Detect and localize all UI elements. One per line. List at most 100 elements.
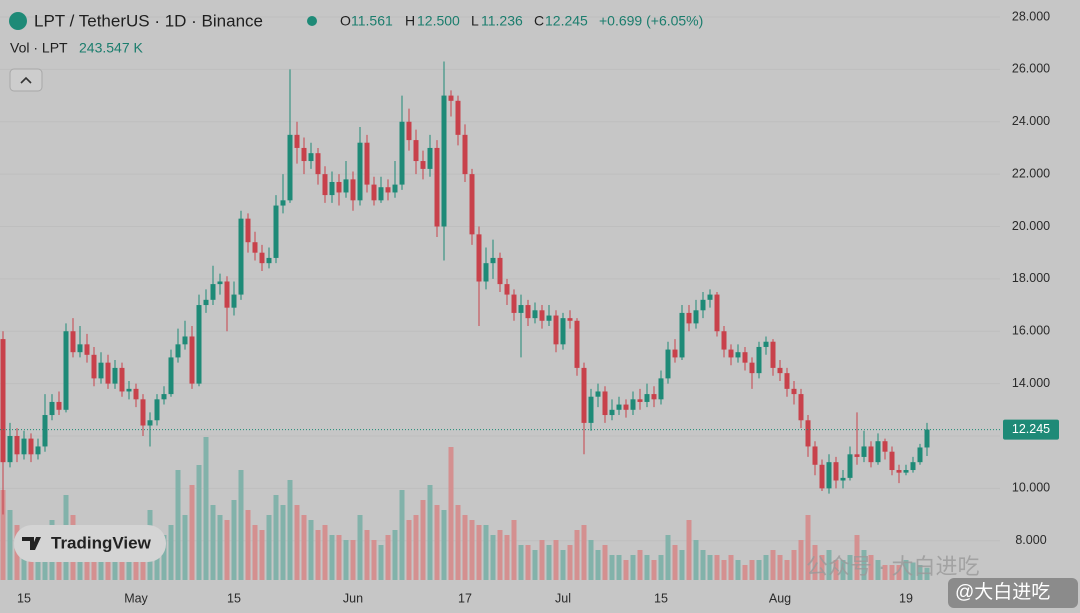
watermark: 公众号 · 大白进吃 <box>806 554 980 579</box>
volume-bar <box>868 555 874 580</box>
volume-bar <box>462 515 468 580</box>
candle-body <box>378 187 384 201</box>
watermark-badge <box>948 578 1078 608</box>
volume-bar <box>441 510 447 580</box>
candle-body <box>98 362 104 379</box>
volume-bar <box>707 555 713 580</box>
candle-body <box>700 299 706 311</box>
volume-bar <box>700 550 706 580</box>
volume-bar <box>315 530 321 580</box>
candle-body <box>427 147 433 169</box>
candle-body <box>749 362 755 374</box>
volume-bar <box>301 515 307 580</box>
candle-body <box>805 420 811 447</box>
candle-body <box>252 242 258 253</box>
candle-body <box>448 95 454 101</box>
volume-bar <box>329 535 335 580</box>
volume-bar <box>903 560 909 580</box>
candle-body <box>392 184 398 193</box>
candle-body <box>728 349 734 358</box>
candle-body <box>280 200 286 206</box>
candle-body <box>560 318 566 345</box>
candle-body <box>868 446 874 463</box>
candle-body <box>637 399 643 402</box>
last-price-tag <box>1003 419 1059 440</box>
candle-body <box>910 462 916 471</box>
ohlc-key: H <box>405 13 415 29</box>
candle-body <box>84 344 90 355</box>
candle-body <box>483 263 489 282</box>
volume-bar <box>455 505 461 580</box>
x-tick-label: 15 <box>654 591 668 605</box>
candle-body <box>350 179 356 201</box>
x-tick-label: 17 <box>458 591 472 605</box>
symbol-logo <box>9 12 27 30</box>
candle-body <box>693 310 699 324</box>
change: +0.699 (+6.05%) <box>599 13 703 29</box>
candle-body <box>707 294 713 300</box>
candle-body <box>714 294 720 332</box>
volume-bar <box>777 555 783 580</box>
volume-bar <box>882 565 888 580</box>
candle-body <box>336 181 342 193</box>
ohlc-key: C <box>534 13 544 29</box>
candle-body <box>840 477 846 481</box>
candle-body <box>329 181 335 196</box>
volume-bar <box>623 560 629 580</box>
y-tick-label: 20.000 <box>1012 219 1050 233</box>
volume-label: Vol · LPT <box>10 40 68 56</box>
candle-body <box>21 438 27 455</box>
chevron-icon <box>20 76 32 84</box>
volume-bar <box>896 565 902 580</box>
candle-body <box>497 257 503 285</box>
candles <box>0 61 930 515</box>
volume-bar <box>819 555 825 580</box>
volume-bar <box>728 555 734 580</box>
candle-body <box>56 401 62 410</box>
candle-body <box>287 134 293 201</box>
volume-bar <box>371 540 377 580</box>
candle-body <box>525 305 531 319</box>
ohlc-value: 11.236 <box>481 13 523 29</box>
candle-body <box>847 454 853 478</box>
candle-body <box>301 147 307 162</box>
ohlc-value: 12.245 <box>545 13 588 29</box>
candle-body <box>245 218 251 243</box>
volume-bar <box>525 545 531 580</box>
volume-bar <box>756 560 762 580</box>
candle-body <box>154 399 160 421</box>
x-tick-label: Jul <box>555 591 571 605</box>
last-price-label: 12.245 <box>1012 422 1050 436</box>
candle-body <box>441 95 447 227</box>
volume-bar <box>637 550 643 580</box>
candle-body <box>63 331 69 410</box>
candle-body <box>644 394 650 402</box>
candle-body <box>259 252 265 264</box>
volume-bar <box>476 525 482 580</box>
x-tick-label: 15 <box>17 591 31 605</box>
volume-bar <box>504 535 510 580</box>
candle-body <box>574 320 580 368</box>
volume-bar <box>616 555 622 580</box>
ohlc-value: 12.500 <box>417 13 460 29</box>
candle-body <box>896 470 902 473</box>
volume-bar <box>791 550 797 580</box>
candle-body <box>14 435 20 455</box>
candle-body <box>721 331 727 350</box>
volume-bar <box>651 560 657 580</box>
candle-body <box>147 420 153 426</box>
volume-value: 243.547 K <box>79 40 143 56</box>
candle-body <box>105 362 111 384</box>
collapse-button[interactable] <box>9 68 43 92</box>
volume-bar <box>196 465 202 580</box>
candle-body <box>371 184 377 201</box>
candle-body <box>889 451 895 471</box>
candle-body <box>420 161 426 169</box>
candle-body <box>385 187 391 193</box>
volume-bar <box>350 540 356 580</box>
candle-body <box>399 121 405 185</box>
candle-body <box>469 174 475 235</box>
candle-body <box>77 344 83 353</box>
candle-body <box>679 312 685 358</box>
volume-bar <box>840 560 846 580</box>
